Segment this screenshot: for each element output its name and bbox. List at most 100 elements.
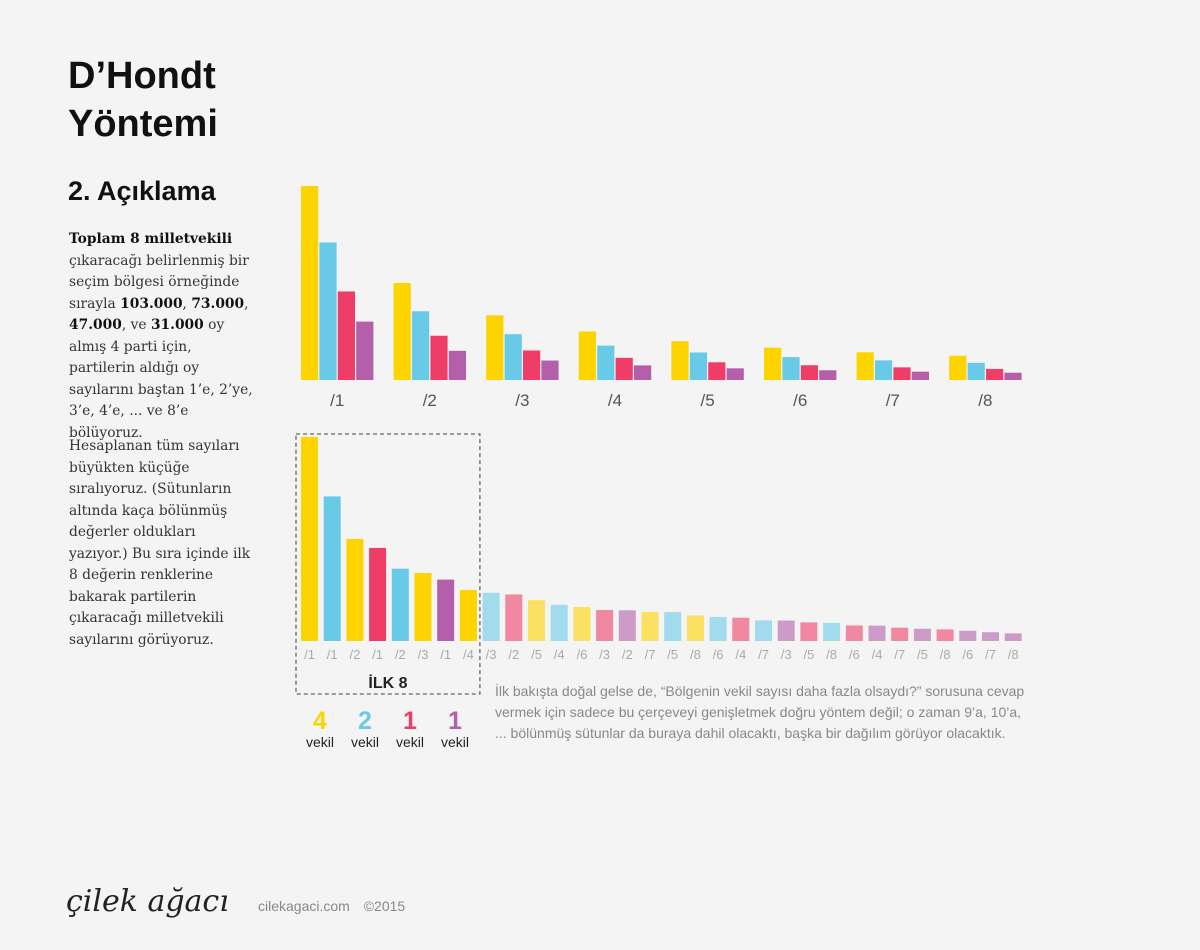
sorted-bar-label: /1 — [327, 647, 338, 662]
divisor-bar-party-3-div-3 — [523, 350, 541, 380]
sorted-bar-label: /8 — [690, 647, 701, 662]
sorted-bar-label: /7 — [985, 647, 996, 662]
sorted-bar-label: /2 — [349, 647, 360, 662]
title-line-2: Yöntemi — [68, 103, 218, 145]
sorted-bar-label: /1 — [372, 647, 383, 662]
highlight-label: İLK 8 — [368, 674, 407, 692]
divisor-bar-party-4-div-2 — [448, 350, 466, 380]
sorted-bar-20 — [732, 617, 750, 641]
sorted-bar-label: /4 — [554, 647, 565, 662]
sorted-bar-26 — [868, 625, 886, 641]
note-text: İlk bakışta doğal gelse de, “Bölgenin ve… — [495, 683, 1025, 741]
sorted-bar-label: /5 — [917, 647, 928, 662]
divisor-bar-party-1-div-8 — [949, 355, 967, 380]
vote-value-1: 103.000 — [120, 295, 183, 312]
sorted-bar-label: /2 — [395, 647, 406, 662]
sorted-bar-4 — [369, 547, 387, 641]
sorted-bar-label: /3 — [418, 647, 429, 662]
divisor-label: /7 — [886, 391, 900, 410]
para1-text-1: çıkaracağı belirlenmiş bir seçim bölgesi… — [69, 252, 249, 312]
sorted-bar-chart: /1/1/2/1/2/3/1/4/3/2/5/4/6/3/2/7/5/8/6/4… — [295, 433, 1022, 750]
sorted-bar-29 — [936, 629, 954, 641]
sorted-bar-label: /4 — [872, 647, 883, 662]
section-subtitle: 2. Açıklama — [68, 176, 216, 206]
sorted-bar-label: /1 — [440, 647, 451, 662]
sorted-bar-11 — [528, 600, 545, 641]
sorted-bar-31 — [982, 632, 999, 641]
sorted-bar-28 — [913, 628, 931, 641]
sorted-bar-27 — [891, 627, 909, 641]
divisor-label: /6 — [793, 391, 807, 410]
divisor-bar-party-1-div-1 — [301, 186, 319, 380]
para1-sep-2: , — [244, 295, 249, 312]
page-title: D’Hondt Yöntemi — [68, 52, 218, 148]
brand-logo: çilek ağacı — [66, 884, 229, 919]
sorted-bar-1 — [301, 437, 318, 641]
sorted-bar-21 — [755, 620, 772, 641]
sorted-bar-label: /4 — [463, 647, 474, 662]
sorted-bar-label: /7 — [645, 647, 656, 662]
divisor-bar-party-4-div-1 — [356, 321, 374, 380]
sorted-bar-24 — [823, 622, 841, 641]
divisor-bar-party-1-div-6 — [764, 347, 782, 380]
divisor-bar-party-1-div-7 — [856, 352, 874, 380]
divisor-bar-party-4-div-8 — [1004, 372, 1022, 380]
seat-count-party-2: 2 — [358, 707, 372, 735]
sorted-bar-label: /5 — [531, 647, 542, 662]
divisor-bar-party-2-div-8 — [967, 362, 985, 380]
vote-value-2: 73.000 — [191, 295, 245, 312]
sorted-bar-label: /8 — [826, 647, 837, 662]
sorted-bar-label: /4 — [735, 647, 746, 662]
site-link[interactable]: cilekagaci.com — [258, 898, 350, 914]
para1-sep-1: , — [182, 295, 192, 312]
sorted-bar-22 — [777, 620, 795, 641]
divisor-bar-party-1-div-3 — [486, 315, 504, 380]
sorted-bar-label: /1 — [304, 647, 315, 662]
divisor-label: /8 — [978, 391, 992, 410]
sorted-bar-30 — [959, 630, 977, 641]
sorted-bar-7 — [437, 579, 455, 641]
sorted-bar-label: /2 — [508, 647, 519, 662]
sorted-bar-label: /3 — [781, 647, 792, 662]
divisor-bar-party-1-div-2 — [393, 283, 411, 380]
sorted-bar-14 — [596, 609, 614, 641]
divisor-bar-party-3-div-6 — [800, 365, 818, 380]
seat-count-party-1: 4 — [313, 707, 327, 735]
vote-value-3: 47.000 — [69, 317, 122, 333]
sorted-bar-label: /2 — [622, 647, 633, 662]
seat-unit-party-4: vekil — [441, 734, 469, 750]
seat-unit-party-1: vekil — [306, 734, 334, 750]
divisor-bar-party-2-div-6 — [782, 357, 800, 380]
seat-unit-party-2: vekil — [351, 734, 379, 750]
sorted-bar-6 — [414, 573, 432, 641]
divisor-bar-party-2-div-7 — [875, 360, 893, 380]
sorted-bar-12 — [550, 604, 568, 641]
sorted-bar-15 — [618, 610, 636, 641]
sorted-bar-label: /5 — [667, 647, 678, 662]
sorted-bar-label: /6 — [576, 647, 587, 662]
divisor-bar-party-3-div-2 — [430, 335, 448, 380]
divisor-bar-party-3-div-5 — [708, 362, 726, 380]
divisor-bar-party-2-div-1 — [319, 242, 337, 380]
para1-text-2: oy almış 4 parti için, partilerin aldığı… — [69, 317, 253, 441]
divisor-bar-party-3-div-8 — [986, 368, 1004, 380]
sorted-bar-17 — [664, 612, 682, 641]
divisor-label: /3 — [515, 391, 529, 410]
divisor-label: /2 — [423, 391, 437, 410]
para1-sep-3: , ve — [121, 317, 151, 333]
sorted-bar-5 — [391, 568, 409, 641]
divisor-bar-party-1-div-5 — [671, 341, 689, 380]
sorted-bar-23 — [800, 622, 818, 641]
sorted-bar-label: /6 — [713, 647, 724, 662]
sorted-bar-label: /7 — [758, 647, 769, 662]
divisor-bar-party-2-div-3 — [504, 334, 522, 380]
divisor-label: /4 — [608, 391, 622, 410]
explanation-paragraph-2: Hesaplanan tüm sayıları büyükten küçüğe … — [69, 438, 251, 648]
divisor-bar-party-4-div-4 — [634, 365, 652, 380]
divisor-bar-chart: /1/2/3/4/5/6/7/8 — [301, 186, 1022, 410]
sorted-bar-3 — [346, 539, 364, 641]
explanation-paragraph-1: Toplam 8 milletvekili çıkaracağı belirle… — [69, 229, 254, 444]
sorted-bar-label: /8 — [1008, 647, 1019, 662]
sorted-bar-10 — [505, 594, 523, 641]
